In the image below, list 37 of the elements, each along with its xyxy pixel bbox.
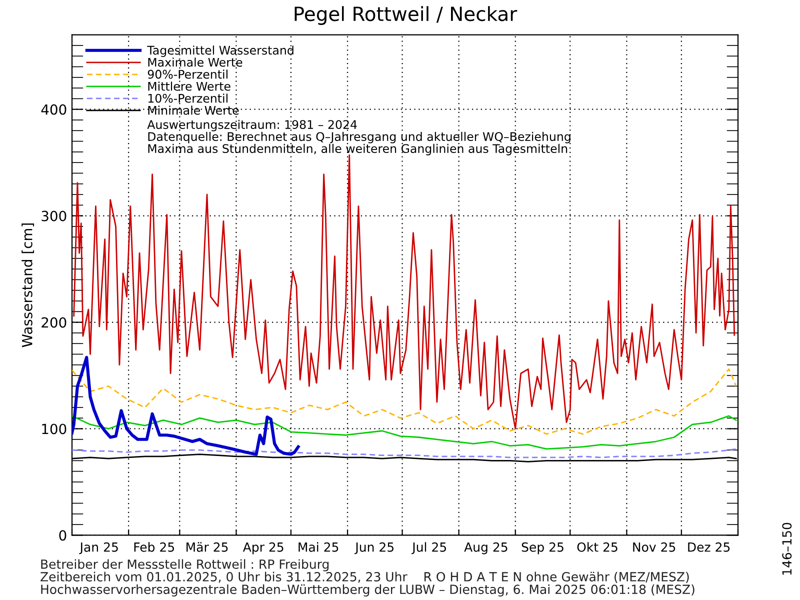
legend-label: 10%-Perzentil <box>148 94 228 103</box>
y-tick-label: 0 <box>59 530 66 541</box>
x-tick-label: Apr 25 <box>242 542 284 554</box>
legend-label: Maximale Werte <box>148 58 242 67</box>
line-series <box>72 448 737 458</box>
x-tick-label: Jun 25 <box>354 542 394 554</box>
legend-label: Minimale Werte <box>148 106 239 115</box>
annotation: Datenquelle: Berechnet aus Q–Jahresgang und aktueller WQ–Beziehung <box>148 132 570 144</box>
text: Betreiber der Messstelle Rottweil : RP Freiburg <box>41 559 329 572</box>
annotation: Auswertungszeitraum: 1981 – 2024 <box>147 120 357 132</box>
x-tick-label: Jan 25 <box>79 542 118 554</box>
x-tick-label: Nov 25 <box>633 542 676 552</box>
x-tick-label: Feb 25 <box>134 542 174 552</box>
y-tick-label: 300 <box>42 210 66 222</box>
line-series <box>72 415 737 450</box>
line-series <box>72 356 300 456</box>
legend-label: Tagesmittel Wasserstand <box>147 46 294 57</box>
y-tick-label: 200 <box>42 317 66 328</box>
x-tick-label: Sep 25 <box>522 542 564 554</box>
x-tick-label: Mär 25 <box>186 542 228 552</box>
x-tick-label: Aug 25 <box>464 542 508 554</box>
legend-label: Mittlere Werte <box>148 82 230 91</box>
y-axis-title: Wasserstand [cm] <box>22 224 34 348</box>
x-tick-label: Okt 25 <box>577 542 618 552</box>
x-tick-label: Jul 25 <box>412 542 446 554</box>
y-tick-label: 400 <box>41 104 66 115</box>
line-series <box>72 368 737 435</box>
y-tick-label: 100 <box>42 424 66 434</box>
x-tick-label: Dez 25 <box>688 542 730 552</box>
legend-label: 90%-Perzentil <box>148 70 228 79</box>
text: Zeitbereich vom 01.01.2025, 0 Uhr bis 31.12.2025, 23 Uhr R O H D A T E N ohne Gewähr (MEZ/MESZ) <box>40 572 689 583</box>
x-tick-label: Mai 25 <box>298 542 338 552</box>
annotation: Maxima aus Stundenmitteln, alle weiteren Ganglinien aus Tagesmitteln <box>148 144 568 156</box>
chart-title: Pegel Rottweil / Neckar <box>294 6 518 25</box>
line-series <box>73 154 736 430</box>
text: Hochwasservorhersagezentrale Baden–Württemberg der LUBW – Dienstag, 6. Mai 2025 06:01:18 (MESZ) <box>41 584 694 596</box>
text: 146–150 <box>782 522 792 575</box>
